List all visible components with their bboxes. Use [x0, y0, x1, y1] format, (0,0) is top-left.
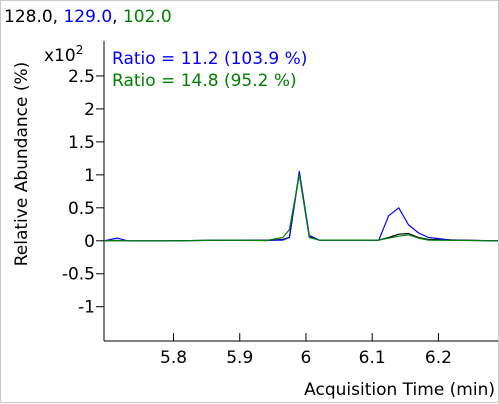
- series-line-102-0: [103, 174, 499, 242]
- x-tick-label: 6: [301, 348, 312, 368]
- title-part: ,: [53, 7, 64, 27]
- y-tick-label: 2.5: [68, 67, 95, 87]
- y-tick-label: 2: [84, 100, 95, 120]
- x-tick-label: 5.9: [226, 348, 253, 368]
- y-axis-label: Relative Abundance (%): [12, 62, 32, 267]
- title-part: 129.0: [63, 7, 112, 27]
- x-tick-label: 6.1: [359, 348, 386, 368]
- multiplier-exponent: 2: [76, 43, 84, 57]
- y-tick-label: 0: [84, 232, 95, 252]
- chart-title: 128.0, 129.0, 102.0: [4, 7, 172, 27]
- title-part: 102.0: [123, 7, 172, 27]
- title-part: 128.0: [4, 7, 53, 27]
- x-axis-label: Acquisition Time (min): [304, 380, 495, 400]
- multiplier-base: x10: [44, 46, 76, 66]
- y-tick-label: -1: [78, 298, 95, 318]
- title-part: ,: [112, 7, 123, 27]
- y-tick-label: 0.5: [68, 199, 95, 219]
- axes-layer: [96, 41, 498, 342]
- ratio-annotation: Ratio = 14.8 (95.2 %): [112, 71, 297, 91]
- text-layer: 2.5 2 1.5 1 0.5 0 -0.5 -1 5.8 5.9 6 6.1 6.2 128.0, 12…: [4, 7, 495, 400]
- x-tick-label: 6.2: [425, 348, 452, 368]
- y-tick-label: 1.5: [68, 133, 95, 153]
- ratio-annotation: Ratio = 11.2 (103.9 %): [112, 49, 307, 69]
- y-tick-label: -0.5: [62, 265, 95, 285]
- y-tick-label: 1: [84, 166, 95, 186]
- x-tick-label: 5.8: [160, 348, 187, 368]
- series-layer: [103, 170, 499, 242]
- axis-multiplier: x102: [44, 43, 83, 66]
